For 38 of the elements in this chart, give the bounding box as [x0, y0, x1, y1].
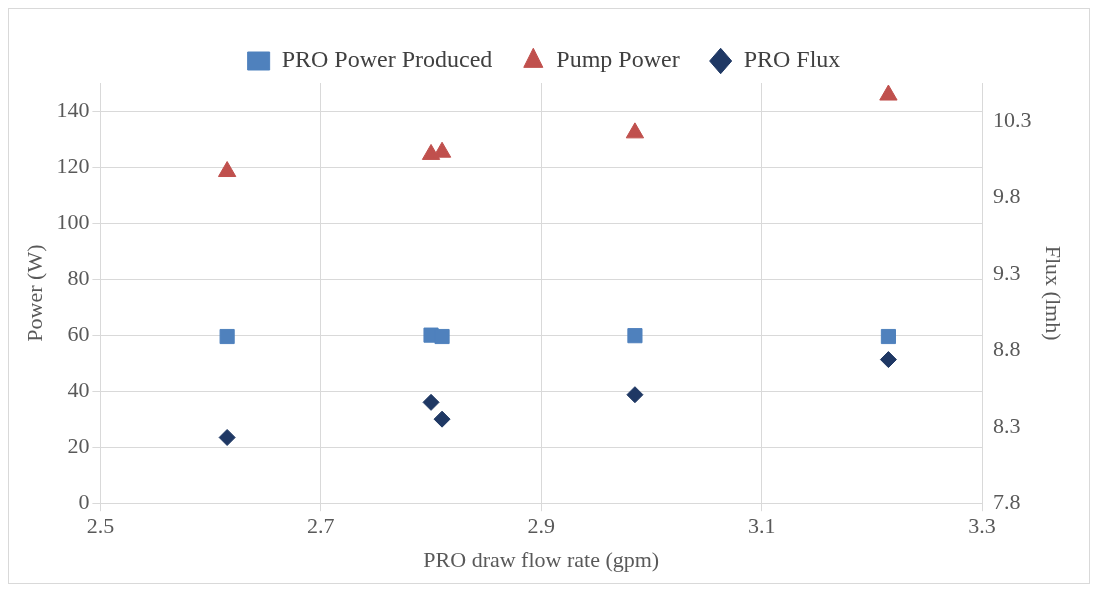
point	[879, 351, 897, 369]
point	[217, 161, 237, 178]
point	[626, 386, 644, 404]
y2-axis-title: Flux (lmh)	[1041, 245, 1067, 341]
point	[219, 328, 235, 345]
x-tick-label: 3.1	[747, 513, 776, 539]
x-tick-label: 2.7	[307, 513, 335, 539]
y-tick-label: 80	[67, 264, 90, 290]
y2-tick-label: 8.3	[993, 412, 1021, 438]
x-tick-label: 3.3	[968, 513, 996, 539]
point	[218, 429, 236, 446]
y-tick-label: 140	[56, 96, 90, 122]
y-tick-label: 60	[67, 320, 90, 346]
x-tick-label: 2.9	[527, 513, 555, 539]
legend-label: PRO Flux	[743, 46, 841, 73]
y2-tick-label: 9.3	[993, 259, 1021, 285]
point	[433, 410, 451, 428]
point	[625, 122, 645, 139]
y2-tick-label: 10.3	[993, 106, 1032, 132]
point	[627, 328, 643, 344]
point	[434, 328, 450, 345]
y2-tick-label: 7.8	[993, 488, 1021, 514]
y2-tick-label: 9.8	[993, 183, 1021, 209]
y-tick-label: 120	[56, 152, 90, 178]
y-axis-title: Power (W)	[21, 244, 47, 342]
legend-label: Pump Power	[556, 46, 680, 73]
y2-tick-label: 8.8	[993, 336, 1021, 362]
x-axis-title: PRO draw flow rate (gpm)	[423, 546, 660, 572]
y-tick-label: 100	[56, 208, 90, 234]
point	[880, 328, 896, 345]
point	[422, 393, 440, 411]
y-tick-label: 40	[67, 376, 90, 402]
x-tick-label: 2.5	[86, 513, 115, 539]
y-tick-label: 0	[78, 488, 90, 514]
y-tick-label: 20	[67, 432, 90, 458]
point	[432, 141, 452, 158]
point	[879, 84, 898, 101]
legend-label: PRO Power Produced	[281, 46, 493, 73]
